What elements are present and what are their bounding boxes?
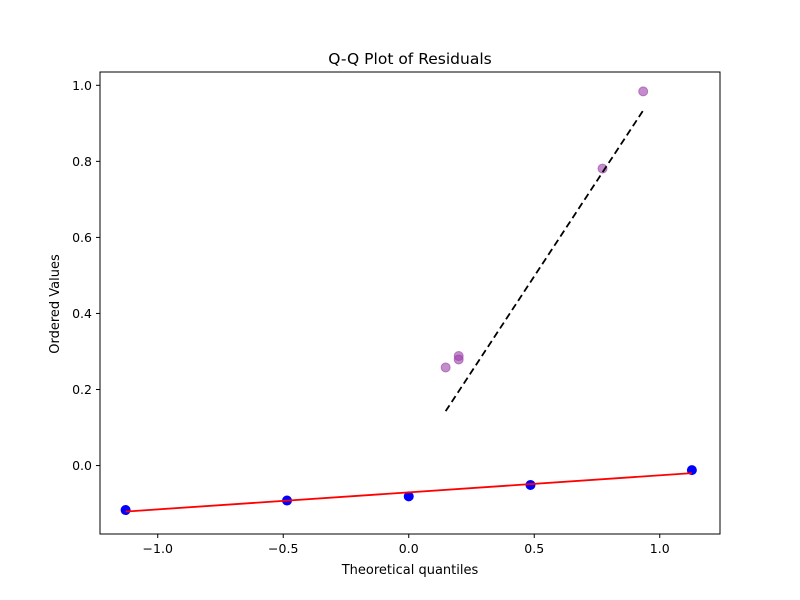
data-point-s2-2 [453, 351, 464, 362]
y-tick-label-4: 0.8 [72, 154, 92, 169]
y-axis-label: Ordered Values [48, 254, 63, 354]
x-tick-label-4: 1.0 [650, 541, 670, 556]
y-tick-label-1: 0.2 [72, 382, 92, 397]
data-point-s0-0 [120, 505, 131, 516]
x-tick-label-3: 0.5 [524, 541, 544, 556]
x-tick-label-0: −1.0 [143, 541, 173, 556]
plot-area [120, 86, 697, 516]
data-point-s2-0 [440, 362, 451, 373]
x-tick-label-2: 0.0 [399, 541, 419, 556]
fit-line-1 [125, 472, 692, 513]
x-tick-label-1: −0.5 [268, 541, 298, 556]
y-tick-label-3: 0.6 [72, 230, 92, 245]
dashed-reference-line-3 [444, 109, 644, 412]
axes-frame [99, 71, 721, 535]
y-tick-label-5: 1.0 [72, 78, 92, 93]
data-point-s2-3 [597, 163, 608, 174]
data-point-s2-4 [638, 86, 649, 97]
axes: −1.0 −0.5 0.0 0.5 1.0 0.0 0.2 0.4 0.6 0.8 1.0 [72, 71, 721, 556]
y-tick-label-0: 0.0 [72, 458, 92, 473]
data-point-s0-4 [686, 465, 697, 476]
chart-title: Q-Q Plot of Residuals [328, 50, 491, 68]
x-axis-label: Theoretical quantiles [341, 563, 479, 578]
y-tick-label-2: 0.4 [72, 306, 92, 321]
